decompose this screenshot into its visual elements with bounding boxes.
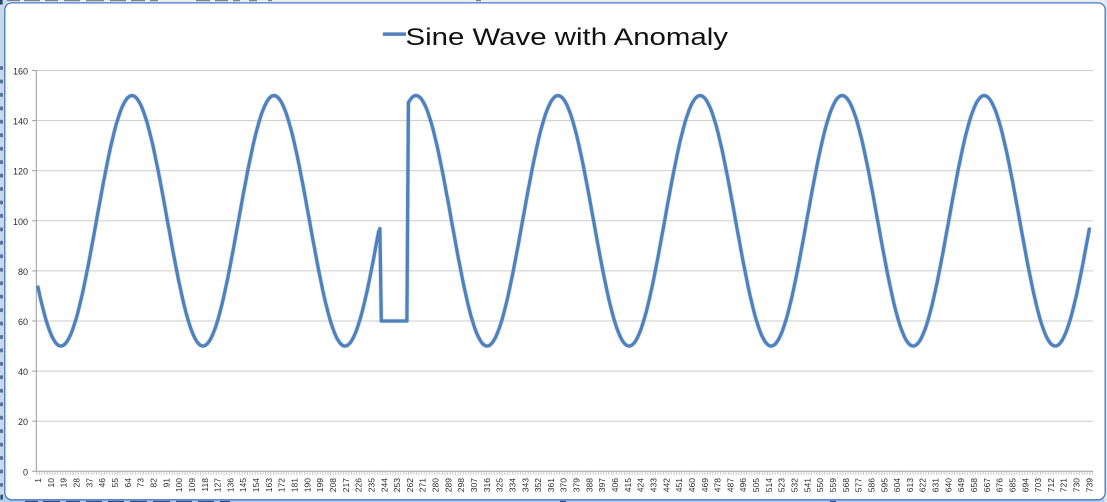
- svg-text:649: 649: [956, 478, 966, 492]
- svg-text:136: 136: [225, 478, 235, 492]
- svg-text:82: 82: [149, 478, 159, 488]
- svg-text:469: 469: [700, 478, 710, 492]
- svg-text:631: 631: [931, 478, 941, 492]
- svg-text:28: 28: [72, 478, 82, 488]
- svg-text:253: 253: [392, 478, 402, 492]
- svg-text:667: 667: [982, 478, 992, 492]
- svg-text:478: 478: [713, 478, 723, 492]
- svg-text:685: 685: [1008, 478, 1018, 492]
- svg-text:640: 640: [943, 478, 953, 492]
- svg-text:487: 487: [725, 478, 735, 492]
- svg-text:325: 325: [495, 478, 505, 492]
- svg-text:73: 73: [136, 478, 146, 488]
- svg-text:181: 181: [290, 478, 300, 492]
- svg-text:118: 118: [200, 478, 210, 492]
- svg-text:55: 55: [110, 478, 120, 488]
- svg-text:109: 109: [187, 478, 197, 492]
- svg-text:586: 586: [866, 478, 876, 492]
- svg-text:388: 388: [584, 478, 594, 492]
- svg-text:694: 694: [1020, 478, 1030, 492]
- svg-text:0: 0: [23, 467, 28, 477]
- svg-text:514: 514: [764, 478, 774, 492]
- svg-text:739: 739: [1084, 478, 1094, 492]
- svg-text:298: 298: [456, 478, 466, 492]
- svg-text:604: 604: [892, 478, 902, 492]
- svg-text:568: 568: [841, 478, 851, 492]
- svg-text:190: 190: [302, 478, 312, 492]
- svg-text:352: 352: [533, 478, 543, 492]
- svg-text:140: 140: [13, 117, 28, 127]
- svg-text:46: 46: [97, 478, 107, 488]
- svg-text:703: 703: [1033, 478, 1043, 492]
- svg-text:460: 460: [687, 478, 697, 492]
- svg-text:244: 244: [379, 478, 389, 492]
- svg-text:658: 658: [969, 478, 979, 492]
- svg-text:559: 559: [828, 478, 838, 492]
- svg-text:280: 280: [431, 478, 441, 492]
- svg-text:226: 226: [354, 478, 364, 492]
- svg-text:60: 60: [18, 317, 28, 327]
- svg-text:1: 1: [33, 478, 43, 483]
- svg-text:496: 496: [738, 478, 748, 492]
- svg-text:415: 415: [623, 478, 633, 492]
- svg-text:64: 64: [123, 478, 133, 488]
- svg-text:10: 10: [46, 478, 56, 488]
- svg-text:451: 451: [674, 478, 684, 492]
- svg-text:160: 160: [13, 67, 28, 77]
- svg-text:433: 433: [649, 478, 659, 492]
- svg-text:397: 397: [597, 478, 607, 492]
- svg-text:19: 19: [59, 478, 69, 488]
- svg-text:20: 20: [18, 417, 28, 427]
- svg-text:Sine Wave with Anomaly: Sine Wave with Anomaly: [406, 24, 729, 51]
- svg-text:80: 80: [18, 267, 28, 277]
- svg-text:550: 550: [815, 478, 825, 492]
- svg-text:235: 235: [366, 478, 376, 492]
- svg-text:577: 577: [854, 478, 864, 492]
- svg-text:406: 406: [610, 478, 620, 492]
- svg-text:40: 40: [18, 367, 28, 377]
- svg-text:307: 307: [469, 478, 479, 492]
- svg-text:442: 442: [661, 478, 671, 492]
- svg-text:505: 505: [751, 478, 761, 492]
- svg-text:208: 208: [328, 478, 338, 492]
- svg-text:37: 37: [84, 478, 94, 488]
- svg-text:541: 541: [802, 478, 812, 492]
- svg-text:379: 379: [572, 478, 582, 492]
- svg-text:370: 370: [559, 478, 569, 492]
- svg-text:127: 127: [213, 478, 223, 492]
- svg-text:343: 343: [520, 478, 530, 492]
- svg-text:316: 316: [482, 478, 492, 492]
- svg-text:217: 217: [341, 478, 351, 492]
- svg-text:120: 120: [13, 167, 28, 177]
- svg-text:91: 91: [161, 478, 171, 488]
- svg-text:361: 361: [546, 478, 556, 492]
- svg-text:163: 163: [264, 478, 274, 492]
- svg-text:523: 523: [777, 478, 787, 492]
- svg-text:289: 289: [443, 478, 453, 492]
- svg-text:154: 154: [251, 478, 261, 492]
- svg-text:172: 172: [277, 478, 287, 492]
- svg-text:199: 199: [315, 478, 325, 492]
- svg-text:145: 145: [238, 478, 248, 492]
- svg-text:712: 712: [1046, 478, 1056, 492]
- svg-text:100: 100: [13, 217, 28, 227]
- svg-text:721: 721: [1059, 478, 1069, 492]
- svg-text:262: 262: [405, 478, 415, 492]
- svg-text:271: 271: [418, 478, 428, 492]
- svg-text:730: 730: [1072, 478, 1082, 492]
- svg-text:334: 334: [508, 478, 518, 492]
- svg-text:595: 595: [879, 478, 889, 492]
- svg-text:532: 532: [790, 478, 800, 492]
- svg-text:100: 100: [174, 478, 184, 492]
- svg-text:613: 613: [905, 478, 915, 492]
- svg-text:622: 622: [918, 478, 928, 492]
- svg-text:676: 676: [995, 478, 1005, 492]
- svg-text:424: 424: [636, 478, 646, 492]
